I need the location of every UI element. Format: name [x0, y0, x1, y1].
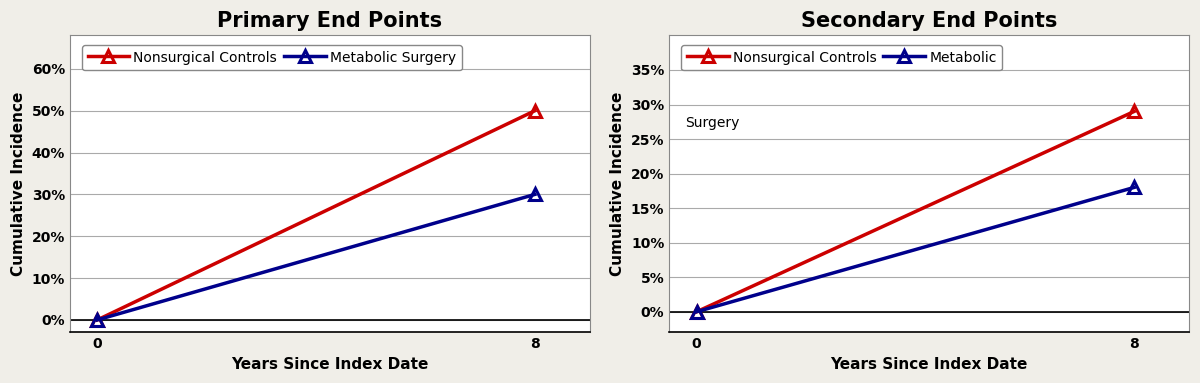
Y-axis label: Cumulative Incidence: Cumulative Incidence: [611, 92, 625, 276]
Y-axis label: Cumulative Incidence: Cumulative Incidence: [11, 92, 26, 276]
Legend: Nonsurgical Controls, Metabolic Surgery: Nonsurgical Controls, Metabolic Surgery: [82, 45, 462, 70]
Text: Surgery: Surgery: [685, 116, 739, 129]
Legend: Nonsurgical Controls, Metabolic: Nonsurgical Controls, Metabolic: [682, 45, 1002, 70]
X-axis label: Years Since Index Date: Years Since Index Date: [830, 357, 1027, 372]
X-axis label: Years Since Index Date: Years Since Index Date: [232, 357, 428, 372]
Title: Primary End Points: Primary End Points: [217, 11, 443, 31]
Title: Secondary End Points: Secondary End Points: [800, 11, 1057, 31]
